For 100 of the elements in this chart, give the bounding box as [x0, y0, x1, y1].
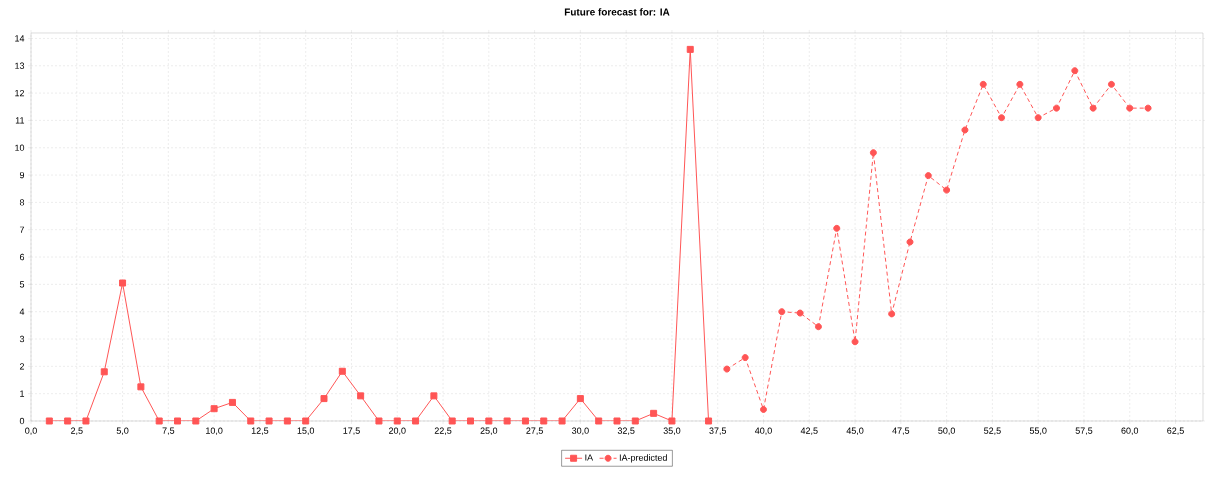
point: [924, 172, 932, 180]
y-tick-label: 10: [15, 144, 25, 151]
legend-label: IA: [585, 454, 594, 461]
x-tick-label: 62,5: [1167, 427, 1184, 435]
point: [265, 417, 273, 425]
x-tick-label: 10,0: [206, 427, 223, 435]
x-tick-label: 5,0: [116, 427, 129, 435]
point: [1089, 104, 1097, 112]
x-tick-label: 50,0: [938, 427, 955, 435]
point: [82, 417, 90, 425]
point: [1107, 80, 1115, 88]
point: [705, 417, 713, 425]
point: [1016, 80, 1024, 88]
x-tick-label: 22,5: [434, 427, 452, 435]
x-tick-label: 2,5: [71, 427, 83, 435]
point: [778, 308, 786, 316]
y-tick-label: 13: [15, 62, 25, 69]
point: [613, 417, 621, 425]
y-tick-label: 3: [19, 335, 25, 343]
x-tick-label: 35,0: [663, 427, 681, 435]
point: [961, 126, 969, 134]
x-tick-label: 17,5: [343, 427, 360, 435]
x-tick-label: 37,5: [709, 427, 727, 435]
x-tick-label: 45,0: [846, 427, 864, 435]
point: [943, 186, 951, 194]
point: [283, 417, 291, 425]
x-tick-label: 12,5: [251, 427, 269, 435]
point: [412, 417, 420, 425]
point: [1071, 67, 1079, 75]
point: [558, 417, 566, 425]
y-tick-label: 11: [15, 117, 25, 124]
x-tick-label: 57,5: [1075, 427, 1093, 435]
y-tick-label: 6: [19, 253, 25, 261]
point: [686, 45, 694, 53]
point: [228, 398, 236, 406]
point: [45, 417, 53, 425]
point: [467, 417, 474, 425]
point: [192, 417, 200, 425]
y-tick-label: 14: [15, 35, 25, 42]
x-tick-label: 30,0: [571, 427, 589, 435]
x-tick-label: 7,5: [162, 427, 175, 435]
point: [210, 405, 218, 413]
point: [1034, 114, 1042, 122]
point: [595, 417, 603, 425]
y-tick-label: 8: [19, 199, 25, 206]
point: [302, 417, 310, 425]
y-tick-label: 4: [19, 308, 25, 315]
point: [650, 409, 658, 417]
x-tick-label: 20,0: [388, 427, 406, 435]
point: [375, 417, 383, 425]
point: [503, 417, 511, 425]
point: [430, 392, 438, 400]
point: [320, 395, 328, 403]
point: [155, 417, 163, 425]
point: [100, 368, 108, 376]
point: [521, 417, 529, 425]
point: [119, 279, 127, 287]
point: [888, 310, 896, 318]
y-tick-label: 5: [19, 281, 25, 288]
y-tick-label: 12: [15, 89, 25, 97]
legend-label: IA-predicted: [619, 454, 667, 463]
x-tick-label: 55,0: [1029, 427, 1047, 435]
x-tick-label: 0,0: [25, 427, 37, 435]
point: [64, 417, 72, 425]
y-tick-label: 2: [19, 363, 25, 370]
x-tick-label: 52,5: [984, 427, 1001, 435]
x-tick-label: 25,0: [480, 427, 498, 435]
point: [906, 238, 914, 246]
point: [1126, 104, 1134, 112]
y-tick-label: 1: [20, 390, 25, 397]
point: [137, 383, 145, 391]
point: [796, 309, 804, 317]
point: [760, 406, 767, 414]
x-tick-label: 15,0: [297, 427, 315, 435]
point: [247, 417, 255, 425]
point: [174, 417, 182, 425]
point: [393, 417, 401, 425]
chart-title: Future forecast for: IA: [564, 8, 670, 16]
y-tick-label: 0: [19, 417, 25, 425]
point: [576, 395, 584, 403]
point: [869, 149, 877, 157]
point: [998, 114, 1006, 122]
y-tick-label: 7: [19, 226, 25, 233]
x-tick-label: 47,5: [892, 427, 910, 435]
point: [338, 367, 346, 375]
point: [540, 417, 548, 425]
x-tick-label: 40,0: [754, 427, 772, 435]
x-tick-label: 32,5: [617, 427, 635, 435]
x-tick-label: 60,0: [1121, 427, 1139, 435]
point: [814, 323, 822, 331]
point: [741, 354, 749, 362]
x-tick-label: 27,5: [526, 427, 543, 435]
point: [448, 417, 456, 425]
point: [485, 417, 493, 425]
point: [668, 417, 676, 425]
point: [357, 392, 365, 400]
x-tick-label: 42,5: [800, 427, 818, 435]
point: [1144, 104, 1152, 112]
point: [631, 417, 639, 425]
point: [979, 80, 987, 88]
